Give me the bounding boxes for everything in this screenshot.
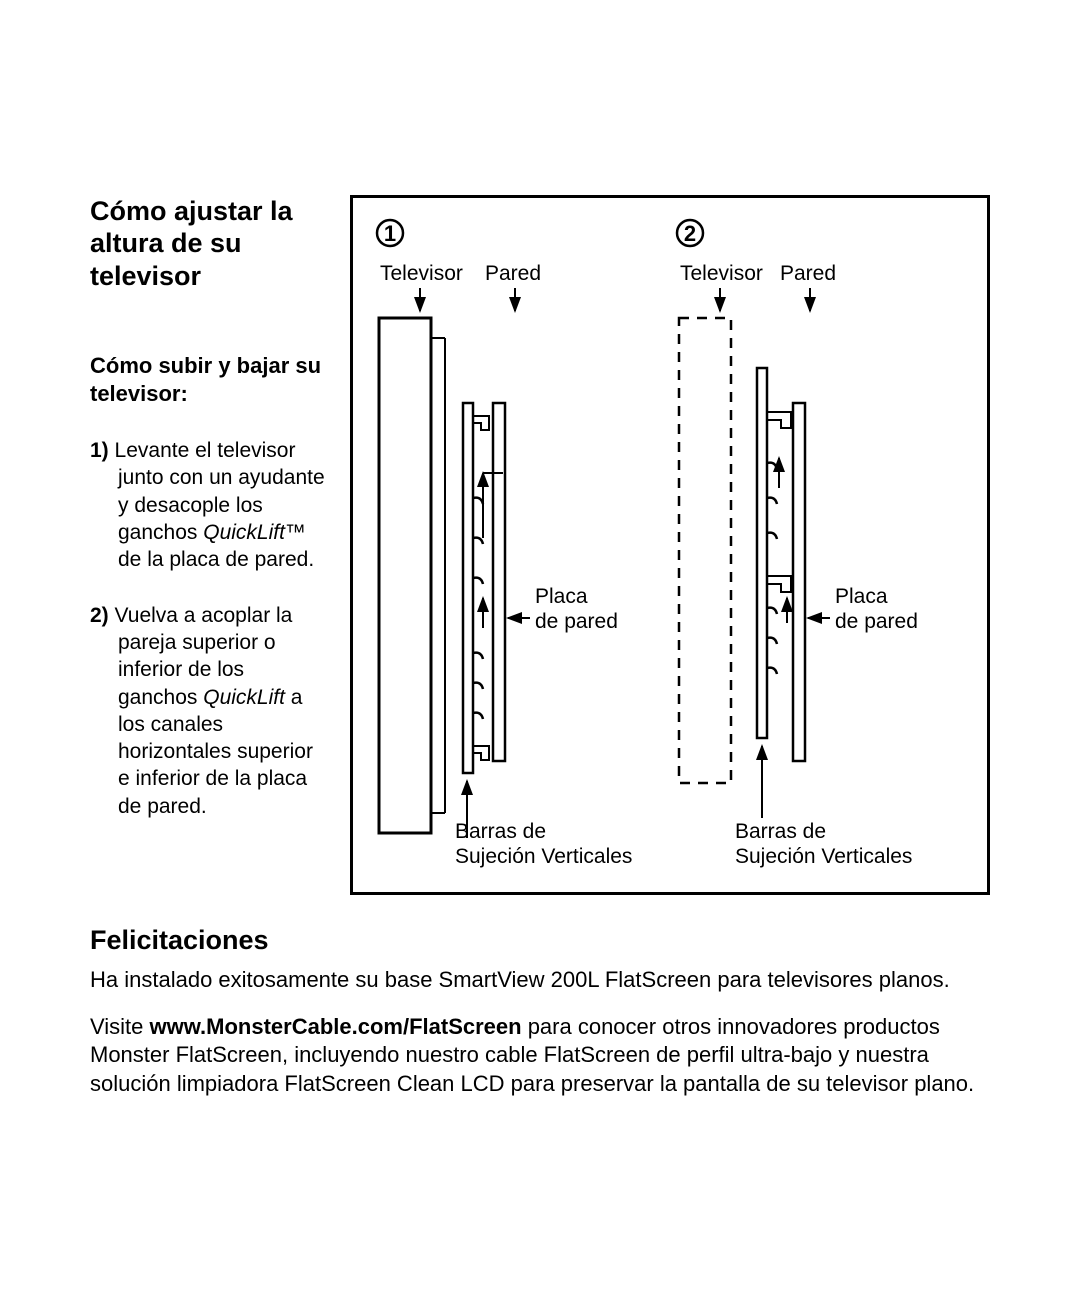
congrats-p1: Ha instalado exitosamente su base SmartV…	[90, 966, 990, 995]
subtitle: Cómo subir y bajar su televisor:	[90, 352, 325, 407]
step-1: 1) Levante el televisor junto con un ayu…	[90, 437, 325, 573]
label-placa-2-l2: de pared	[835, 610, 918, 633]
label-barras-1-l2: Sujeción Verticales	[455, 845, 632, 868]
label-pared-2: Pared	[780, 262, 836, 285]
label-placa-2-l1: Placa	[835, 585, 888, 608]
diagram-step-2-number: 2	[684, 221, 696, 246]
diagram-svg: 1 Televisor Pared	[353, 198, 987, 892]
diagram-container: 1 Televisor Pared	[350, 195, 990, 895]
instructions-column: Cómo ajustar la altura de su televisor C…	[90, 195, 325, 895]
step-1-number: 1)	[90, 439, 109, 462]
step-2-text: Vuelva a acoplar la pareja superior o in…	[115, 604, 313, 818]
label-televisor-2: Televisor	[680, 262, 763, 285]
label-barras-1-l1: Barras de	[455, 820, 546, 843]
congrats-p2: Visite www.MonsterCable.com/FlatScreen p…	[90, 1013, 990, 1099]
step-1-text: Levante el televisor junto con un ayudan…	[115, 439, 325, 571]
label-barras-2-l1: Barras de	[735, 820, 826, 843]
top-section: Cómo ajustar la altura de su televisor C…	[90, 195, 990, 895]
step-2: 2) Vuelva a acoplar la pareja superior o…	[90, 602, 325, 820]
label-barras-2-l2: Sujeción Verticales	[735, 845, 912, 868]
label-televisor-1: Televisor	[380, 262, 463, 285]
step-2-number: 2)	[90, 604, 109, 627]
congrats-p2-url: www.MonsterCable.com/FlatScreen	[150, 1014, 522, 1039]
label-placa-1-l2: de pared	[535, 610, 618, 633]
label-pared-1: Pared	[485, 262, 541, 285]
page-title: Cómo ajustar la altura de su televisor	[90, 195, 325, 292]
congrats-p2-before: Visite	[90, 1014, 150, 1039]
label-placa-1-l1: Placa	[535, 585, 588, 608]
congrats-title: Felicitaciones	[90, 925, 990, 956]
diagram-step-1-number: 1	[384, 221, 396, 246]
